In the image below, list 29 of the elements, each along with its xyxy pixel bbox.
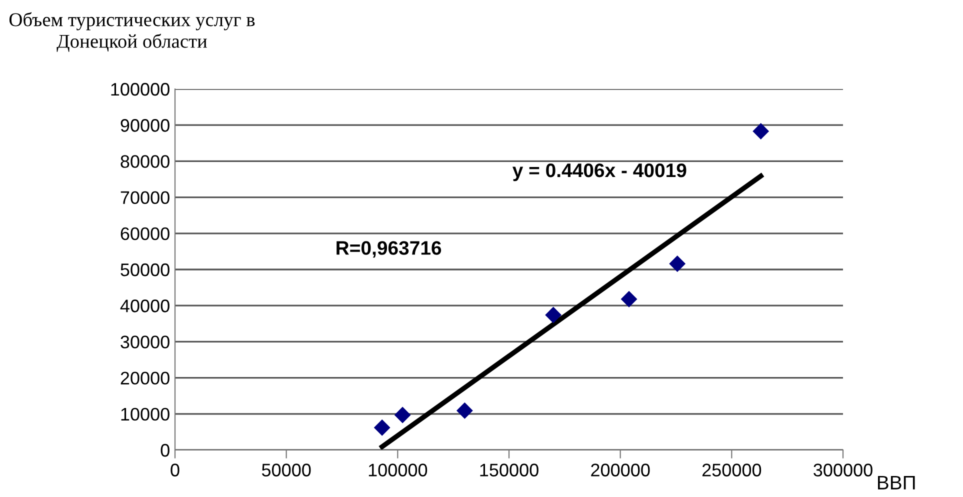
y-tick-label: 0 (160, 444, 170, 457)
y-tick-label: 80000 (120, 155, 170, 168)
annotation: R=0,963716 (336, 241, 442, 258)
y-tick-label: 10000 (121, 408, 170, 421)
point (545, 306, 562, 324)
x-tick-label: 50000 (262, 464, 311, 476)
y-tick-label: 70000 (120, 191, 170, 204)
y-axis-title: Объем туристических услуг в Донецкой области (9, 12, 255, 52)
x-tick-label: 250000 (702, 464, 762, 476)
x-axis-title: ВВП (878, 476, 915, 490)
point (752, 123, 770, 140)
x-tick-label: 0 (170, 464, 180, 476)
point (374, 419, 390, 436)
y-tick-label: 30000 (120, 336, 170, 348)
y-tick-label: 40000 (120, 300, 170, 312)
y-tick-label: 50000 (120, 263, 170, 276)
x-tick-label: 200000 (591, 464, 650, 476)
y-tick-label: 60000 (120, 227, 170, 240)
x-tick-label: 100000 (368, 464, 428, 476)
point (394, 406, 411, 424)
point (620, 290, 638, 308)
y-tick-label: 100000 (111, 82, 170, 96)
point (456, 402, 473, 419)
y-tick-label: 90000 (120, 119, 170, 132)
y-tick-label: 20000 (120, 372, 170, 385)
annotation: y = 0.4406x - 40019 (512, 163, 686, 182)
point (669, 256, 686, 272)
x-tick-label: 300000 (814, 464, 872, 476)
x-tick-label: 150000 (480, 464, 538, 476)
